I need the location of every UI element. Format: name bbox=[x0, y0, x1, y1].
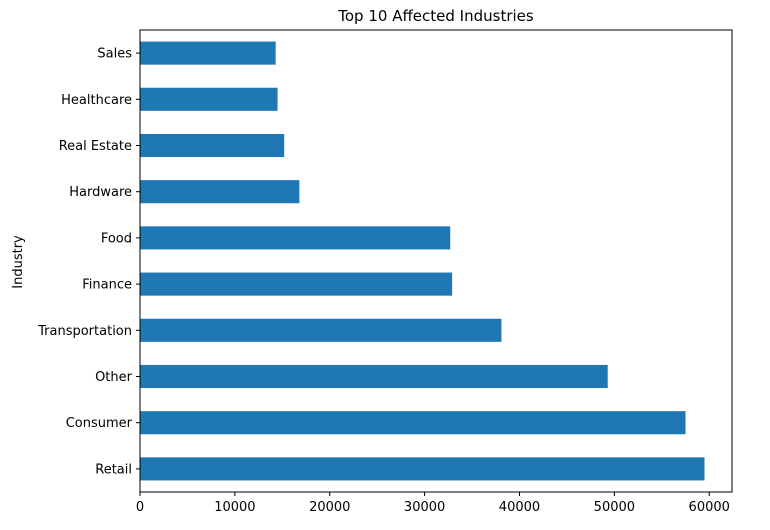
y-tick-label: Real Estate bbox=[59, 139, 132, 154]
y-axis-label: Industry bbox=[11, 235, 26, 289]
bar-hardware bbox=[140, 180, 300, 204]
x-tick-label: 40000 bbox=[499, 500, 540, 515]
y-tick-label: Retail bbox=[95, 462, 132, 477]
bars-group bbox=[140, 41, 705, 481]
y-axis-ticks: Retail Consumer Other Transportation Finance… bbox=[37, 47, 140, 477]
plot-frame bbox=[139, 29, 733, 493]
x-tick-label: 30000 bbox=[404, 500, 445, 515]
bar-finance bbox=[140, 272, 453, 296]
bar-transportation bbox=[140, 318, 502, 342]
x-tick-label: 10000 bbox=[214, 500, 255, 515]
bar-retail bbox=[140, 457, 705, 481]
y-tick-label: Transportation bbox=[37, 324, 132, 339]
y-tick-label: Finance bbox=[82, 278, 132, 293]
x-tick-label: 60000 bbox=[689, 500, 730, 515]
bar-food bbox=[140, 226, 451, 250]
bar-consumer bbox=[140, 411, 686, 435]
x-tick-label: 50000 bbox=[594, 500, 635, 515]
bar-other bbox=[140, 364, 608, 389]
x-tick-label: 0 bbox=[136, 500, 144, 515]
bar-real-estate bbox=[140, 133, 285, 158]
y-tick-label: Other bbox=[95, 370, 133, 385]
bar-healthcare bbox=[140, 87, 278, 111]
y-tick-label: Healthcare bbox=[61, 93, 132, 108]
y-tick-label: Hardware bbox=[69, 185, 132, 200]
y-tick-label: Sales bbox=[97, 47, 132, 62]
y-tick-label: Consumer bbox=[66, 416, 133, 431]
bar-sales bbox=[140, 41, 276, 65]
y-tick-label: Food bbox=[101, 231, 132, 246]
chart-title: Top 10 Affected Industries bbox=[337, 7, 534, 25]
x-axis-ticks: 0 10000 20000 30000 40000 50000 60000 bbox=[136, 492, 730, 515]
x-tick-label: 20000 bbox=[309, 500, 350, 515]
